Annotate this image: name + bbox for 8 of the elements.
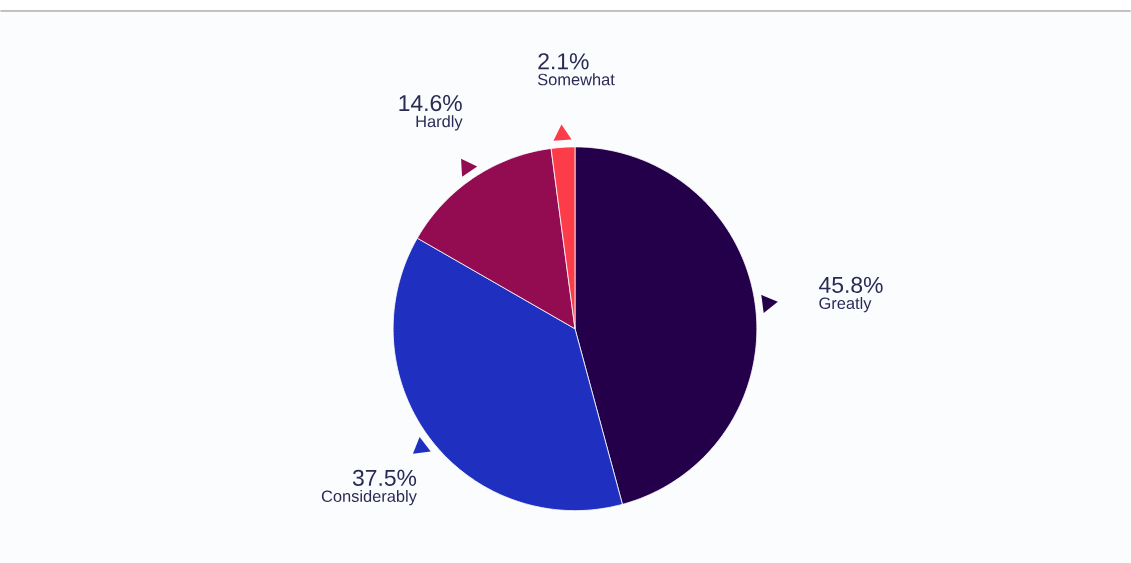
data-label: 2.1% bbox=[538, 53, 589, 70]
data-label: 14.6% bbox=[399, 95, 462, 112]
data-label: 45.8% bbox=[819, 276, 883, 294]
slice-label: Greatly bbox=[819, 297, 872, 313]
slice-label: Considerably bbox=[321, 490, 417, 506]
slice-label: Somewhat bbox=[537, 73, 615, 86]
data-label: 37.5% bbox=[352, 469, 417, 487]
slice-label: Hardly bbox=[416, 115, 463, 131]
